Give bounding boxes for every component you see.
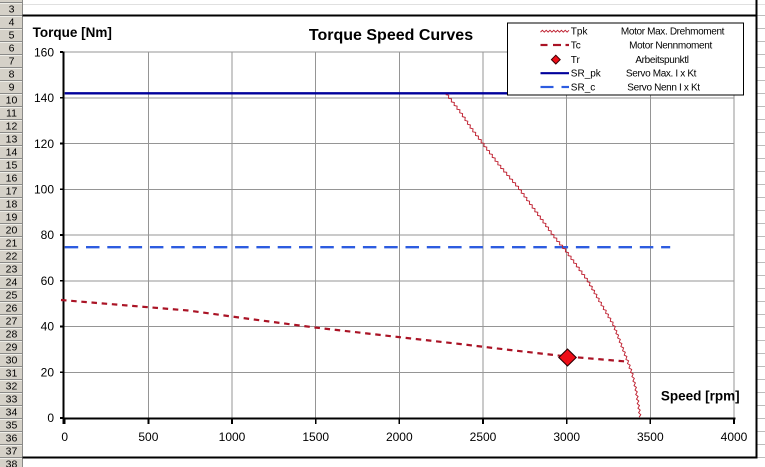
svg-text:SR_c: SR_c <box>571 82 595 93</box>
svg-text:29: 29 <box>6 342 18 354</box>
svg-text:2500: 2500 <box>470 430 497 444</box>
svg-text:18: 18 <box>6 199 18 211</box>
svg-text:35: 35 <box>6 420 18 432</box>
svg-text:20: 20 <box>41 366 55 380</box>
svg-text:12: 12 <box>6 121 18 133</box>
svg-text:14: 14 <box>6 147 18 159</box>
svg-text:Servo Max. I x Kt: Servo Max. I x Kt <box>626 69 697 80</box>
svg-text:17: 17 <box>6 186 18 198</box>
svg-text:2000: 2000 <box>386 430 413 444</box>
svg-text:8: 8 <box>9 69 15 81</box>
svg-text:28: 28 <box>6 329 18 341</box>
svg-text:37: 37 <box>6 446 18 458</box>
svg-text:21: 21 <box>6 238 18 250</box>
svg-text:34: 34 <box>6 407 18 419</box>
svg-text:23: 23 <box>6 264 18 276</box>
svg-text:120: 120 <box>34 137 54 151</box>
svg-text:24: 24 <box>6 277 18 289</box>
svg-text:10: 10 <box>6 95 18 107</box>
svg-text:1500: 1500 <box>302 430 329 444</box>
svg-text:6: 6 <box>9 43 15 55</box>
svg-text:Tr: Tr <box>571 55 581 66</box>
svg-text:Tpk: Tpk <box>571 27 589 38</box>
svg-text:31: 31 <box>6 368 18 380</box>
svg-text:27: 27 <box>6 316 18 328</box>
svg-text:33: 33 <box>6 394 18 406</box>
svg-text:100: 100 <box>34 183 54 197</box>
svg-text:Motor Max. Drehmoment: Motor Max. Drehmoment <box>621 27 725 38</box>
svg-text:Servo Nenn I x Kt: Servo Nenn I x Kt <box>627 82 700 93</box>
svg-text:80: 80 <box>41 228 55 242</box>
svg-text:19: 19 <box>6 212 18 224</box>
svg-text:500: 500 <box>138 430 158 444</box>
svg-text:7: 7 <box>9 56 15 68</box>
svg-text:Torque [Nm]: Torque [Nm] <box>33 25 112 40</box>
svg-text:3: 3 <box>9 4 15 16</box>
svg-text:11: 11 <box>6 108 17 120</box>
svg-text:140: 140 <box>34 91 54 105</box>
svg-text:Motor Nennmoment: Motor Nennmoment <box>629 40 712 51</box>
svg-text:26: 26 <box>6 303 18 315</box>
svg-text:60: 60 <box>41 274 55 288</box>
svg-text:160: 160 <box>34 45 54 59</box>
svg-text:4000: 4000 <box>721 430 748 444</box>
svg-text:Tc: Tc <box>571 40 581 51</box>
svg-text:20: 20 <box>6 225 18 237</box>
svg-text:32: 32 <box>6 381 18 393</box>
svg-text:16: 16 <box>6 173 18 185</box>
svg-text:0: 0 <box>47 411 54 425</box>
svg-text:4: 4 <box>9 17 15 29</box>
svg-text:SR_pk: SR_pk <box>571 69 602 80</box>
svg-text:Torque Speed Curves: Torque Speed Curves <box>309 27 473 44</box>
svg-text:30: 30 <box>6 355 18 367</box>
svg-text:38: 38 <box>6 459 18 467</box>
svg-text:36: 36 <box>6 433 18 445</box>
svg-text:9: 9 <box>9 82 15 94</box>
svg-text:22: 22 <box>6 251 18 263</box>
svg-text:25: 25 <box>6 290 18 302</box>
svg-text:0: 0 <box>61 430 68 444</box>
svg-text:15: 15 <box>6 160 18 172</box>
svg-text:Arbeitspunktl: Arbeitspunktl <box>635 55 688 66</box>
svg-text:40: 40 <box>41 320 55 334</box>
svg-text:3000: 3000 <box>553 430 580 444</box>
svg-text:5: 5 <box>9 30 15 42</box>
svg-text:3500: 3500 <box>637 430 664 444</box>
svg-text:Speed [rpm]: Speed [rpm] <box>661 389 740 404</box>
svg-text:1000: 1000 <box>219 430 246 444</box>
svg-text:13: 13 <box>6 134 18 146</box>
